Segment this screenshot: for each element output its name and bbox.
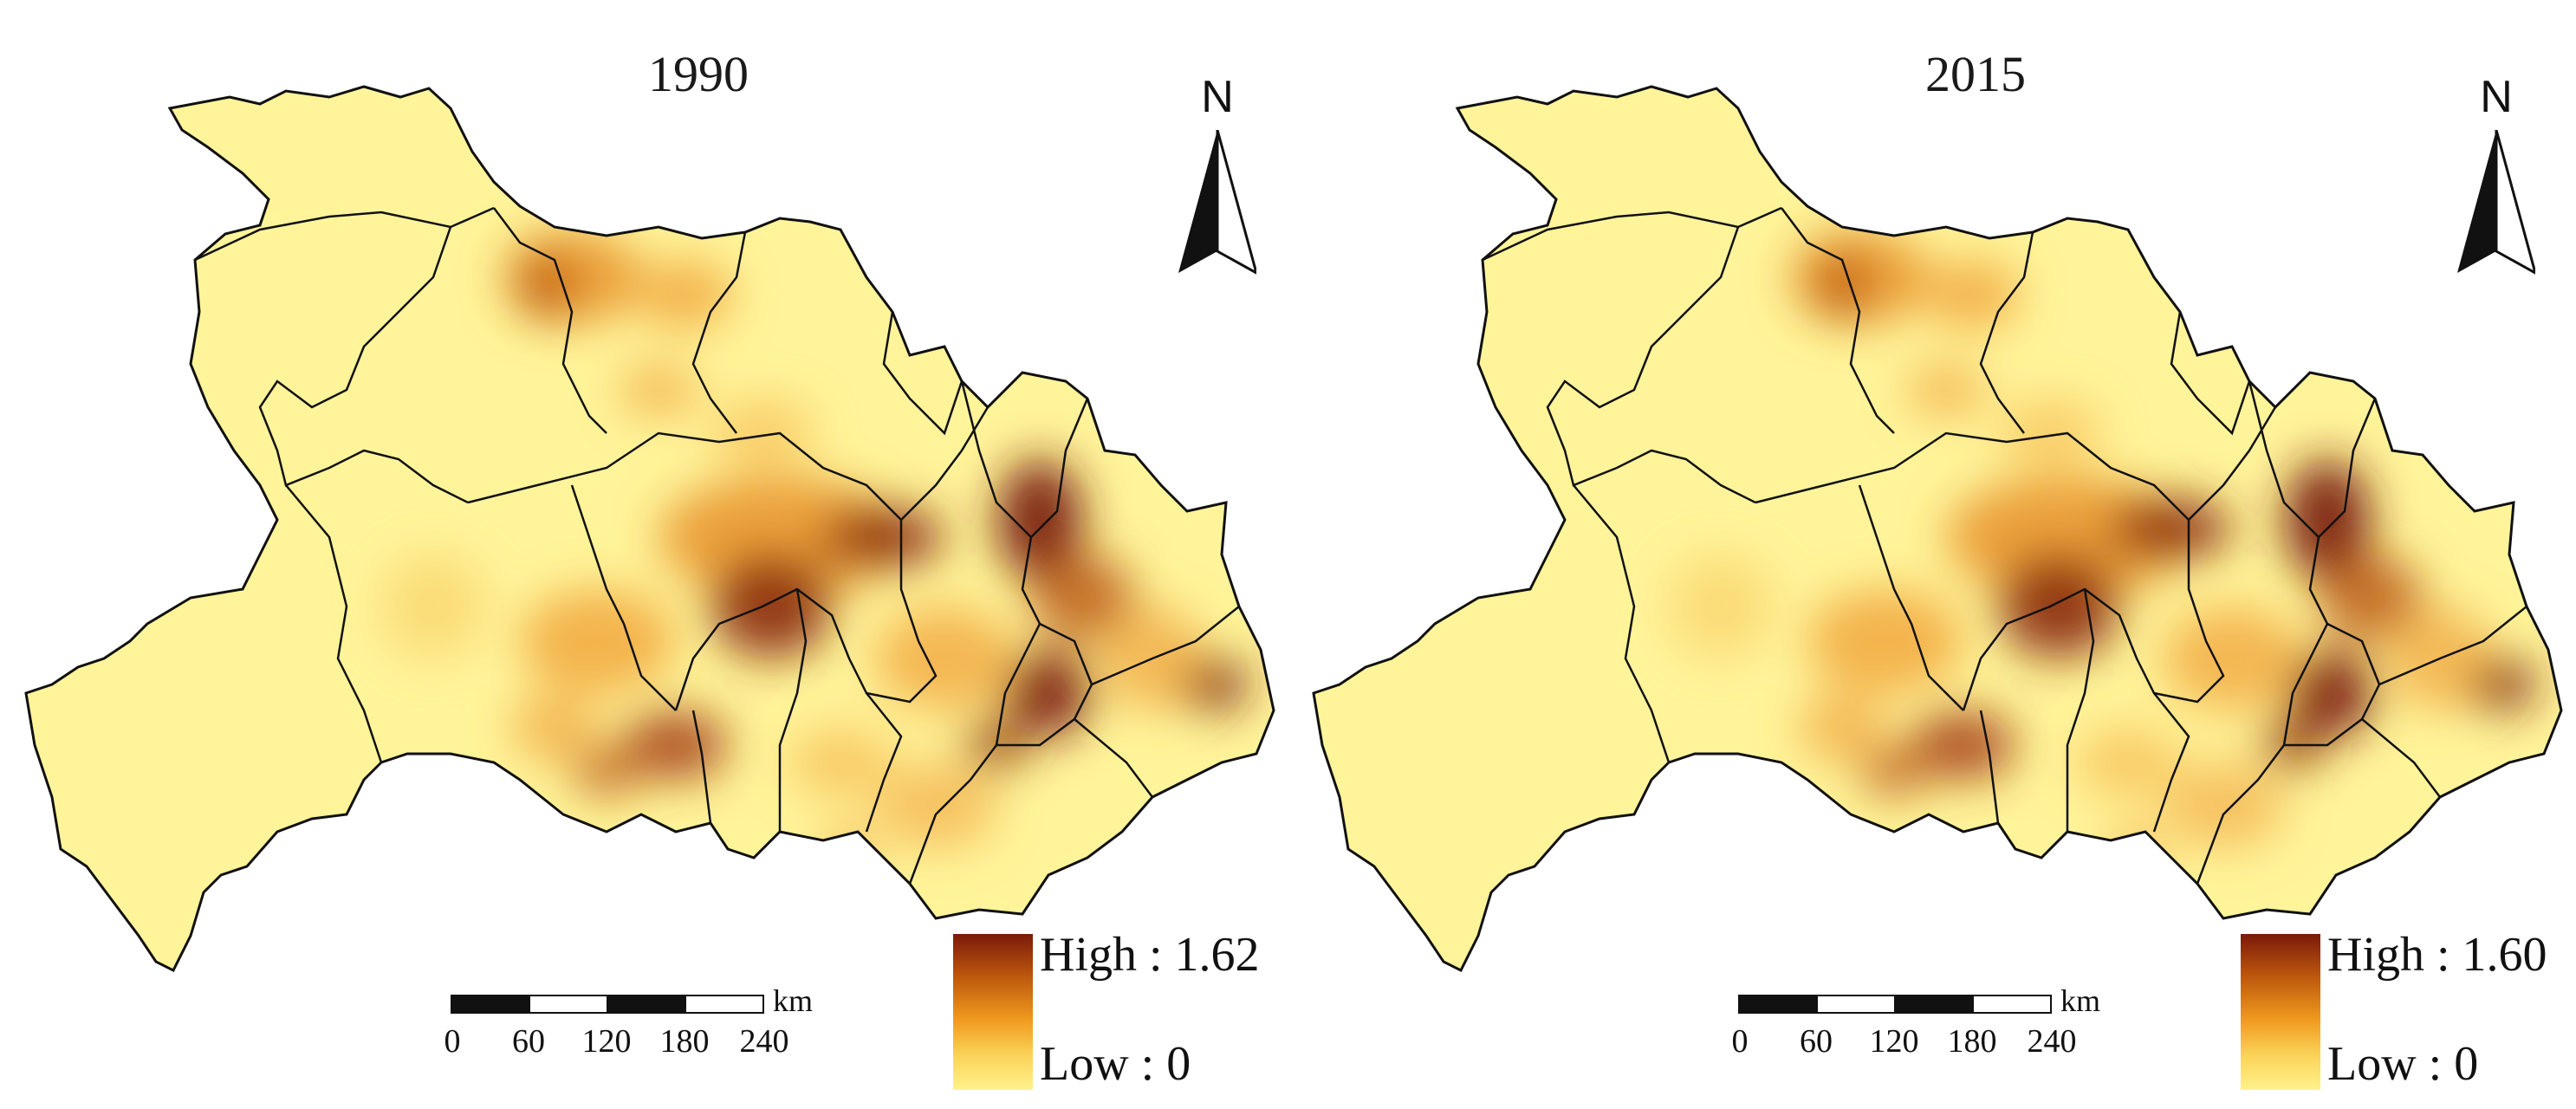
- scale-bar: km 0 60 120 180 240: [444, 983, 832, 1081]
- scale-tick: 240: [739, 1023, 789, 1060]
- prefecture-boundaries: [1482, 206, 2527, 885]
- legend-high-label: High : 1.60: [2327, 928, 2547, 982]
- scale-segment: [451, 995, 530, 1014]
- scale-segment: [1972, 995, 2052, 1014]
- density-map-1990: [24, 85, 1275, 973]
- scale-segment: [1894, 995, 1974, 1014]
- scale-segment: [685, 995, 764, 1014]
- scale-unit: km: [2060, 983, 2101, 1018]
- scale-bar: km 0 60 120 180 240: [1732, 983, 2119, 1081]
- province-outline: [24, 85, 1275, 973]
- province-outline: [1312, 85, 2563, 973]
- north-label: N: [2480, 72, 2513, 122]
- legend: High : 1.60 Low : 0: [2241, 928, 2575, 1091]
- scale-tick: 120: [1869, 1023, 1919, 1060]
- scale-segment: [1816, 995, 1896, 1014]
- scale-tick: 120: [581, 1023, 632, 1060]
- legend-low-label: Low : 0: [2327, 1037, 2479, 1091]
- scale-segment: [607, 995, 686, 1014]
- legend-high-label: High : 1.62: [1040, 928, 1260, 982]
- north-arrow-icon: [1178, 130, 1256, 275]
- map-panel-2015: 2015 N km 0 60 120 180 240 High : 1.60 L…: [1288, 0, 2575, 1109]
- north-arrow: N: [2440, 71, 2553, 288]
- scale-segment: [1738, 995, 1818, 1014]
- map-title: 1990: [648, 46, 749, 102]
- legend: High : 1.62 Low : 0: [953, 928, 1288, 1091]
- prefecture-boundaries: [194, 206, 1240, 885]
- north-arrow: N: [1161, 71, 1274, 288]
- scale-segment: [529, 995, 608, 1014]
- scale-tick: 180: [659, 1023, 710, 1060]
- color-ramp: [2241, 934, 2320, 1090]
- north-label: N: [1201, 72, 1234, 122]
- color-ramp: [953, 934, 1033, 1090]
- north-arrow-icon: [2457, 130, 2535, 275]
- scale-tick: 240: [2027, 1023, 2077, 1060]
- scale-tick: 60: [1800, 1023, 1833, 1060]
- map-title: 2015: [1925, 46, 2026, 102]
- scale-tick: 180: [1947, 1023, 1997, 1060]
- scale-tick: 0: [444, 1023, 461, 1060]
- density-map-2015: [1312, 85, 2563, 973]
- legend-low-label: Low : 0: [1040, 1037, 1191, 1091]
- scale-unit: km: [773, 983, 814, 1018]
- map-panel-1990: 1990 N km 0 60 120 180 240 High : 1.62 L…: [24, 46, 1288, 1091]
- scale-tick: 0: [1731, 1023, 1749, 1060]
- scale-tick: 60: [512, 1023, 545, 1060]
